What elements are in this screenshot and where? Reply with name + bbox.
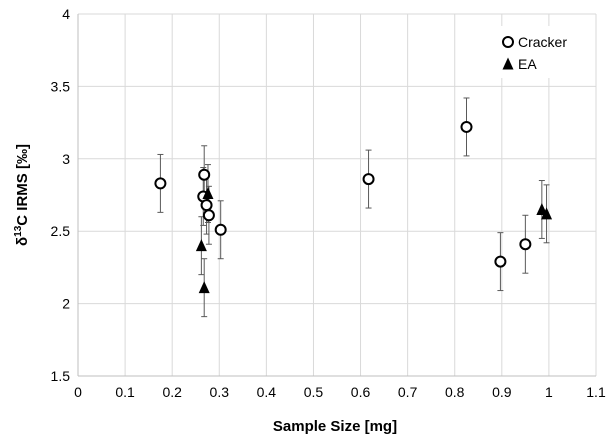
y-axis-title: δ13C IRMS [‰] (13, 144, 31, 246)
data-points (154, 120, 553, 294)
cracker-point (362, 173, 375, 186)
x-tick-label: 0.6 (351, 384, 371, 400)
ea-point (198, 281, 210, 294)
legend-marker-ea (502, 57, 514, 70)
ea-point (202, 187, 214, 200)
x-tick-label: 1.1 (586, 384, 606, 400)
y-tick-label: 3 (62, 151, 70, 167)
legend-label: Cracker (518, 34, 567, 50)
y-tick-label: 1.5 (51, 368, 71, 384)
x-tick-label: 0.4 (257, 384, 277, 400)
cracker-point (460, 120, 473, 133)
x-tick-label: 1 (545, 384, 553, 400)
y-tick-label: 2 (62, 296, 70, 312)
x-tick-label: 0.5 (304, 384, 324, 400)
cracker-point (214, 223, 227, 236)
legend: Cracker EA (496, 26, 588, 78)
cracker-point (198, 168, 211, 181)
y-tick-label: 2.5 (51, 223, 71, 239)
cracker-point (202, 209, 215, 222)
legend-marker-cracker (502, 36, 514, 48)
x-tick-label: 0.8 (445, 384, 465, 400)
x-tick-label: 0.9 (492, 384, 512, 400)
cracker-point (494, 255, 507, 268)
y-tick-label: 4 (62, 6, 70, 22)
legend-label: EA (518, 56, 537, 72)
ea-point (195, 239, 207, 252)
x-tick-label: 0 (74, 384, 82, 400)
x-tick-label: 0.7 (398, 384, 418, 400)
x-axis-title: Sample Size [mg] (273, 418, 397, 435)
x-tick-label: 0.1 (115, 384, 135, 400)
error-bars (157, 97, 550, 318)
axes: 0 0.1 0.2 0.3 0.4 0.5 0.6 0.7 0.8 0.9 1 1.1 1.5 2 2.5 3… (13, 6, 606, 435)
y-tick-label: 3.5 (51, 78, 71, 94)
x-tick-label: 0.3 (210, 384, 230, 400)
x-tick-label: 0.2 (162, 384, 182, 400)
cracker-point (519, 238, 532, 251)
cracker-point (154, 177, 167, 190)
ea-point (541, 207, 553, 220)
cracker-point (200, 199, 213, 212)
